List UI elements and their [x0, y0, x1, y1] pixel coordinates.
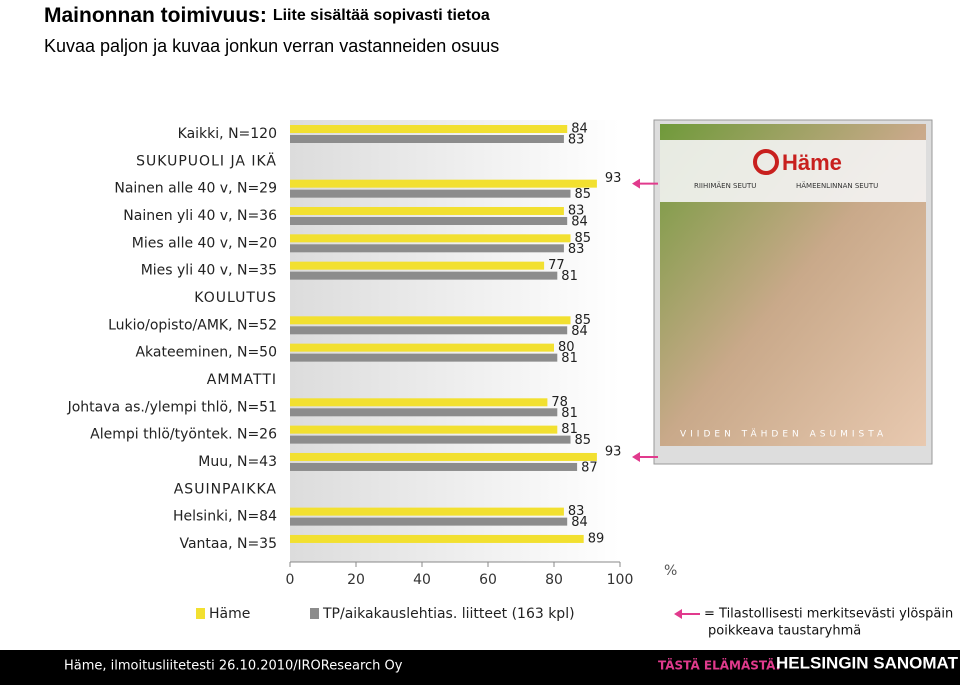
y-tick-label: SUKUPUOLI JA IKÄ: [136, 151, 277, 169]
value-label: 81: [561, 422, 578, 437]
bar: [290, 435, 571, 444]
bar: [290, 271, 558, 280]
x-tick-label: 20: [347, 572, 365, 588]
title: Mainonnan toimivuus: Liite sisältää sopiv…: [44, 4, 490, 27]
value-label: 81: [561, 406, 578, 421]
significance-arrow-head: [632, 451, 640, 462]
value-label: 84: [571, 214, 588, 229]
legend-note: = Tilastollisesti merkitsevästi ylöspäin: [704, 607, 953, 622]
x-tick-label: 40: [413, 572, 431, 588]
value-label: 78: [551, 395, 568, 410]
y-tick-label: Nainen alle 40 v, N=29: [114, 181, 277, 197]
bar: [290, 234, 571, 243]
y-tick-label: Helsinki, N=84: [173, 509, 277, 525]
y-tick-label: Akateeminen, N=50: [135, 345, 277, 361]
bar: [290, 316, 571, 325]
cover-tagline: VIIDEN TÄHDEN ASUMISTA: [680, 429, 887, 440]
significance-arrow-head: [632, 178, 640, 189]
value-label: 84: [571, 122, 588, 137]
value-label: 83: [568, 504, 585, 519]
legend-note: poikkeava taustaryhmä: [708, 624, 861, 639]
bar: [290, 353, 558, 362]
y-tick-label: ASUINPAIKKA: [174, 481, 277, 497]
footer-band: [0, 650, 960, 685]
bar: [290, 125, 568, 133]
value-label: 85: [575, 231, 592, 246]
brand: HELSINGIN SANOMAT: [776, 653, 959, 672]
value-label: 84: [571, 324, 588, 339]
value-label: 83: [568, 242, 585, 257]
value-label: 80: [558, 340, 575, 355]
cover-band: [660, 140, 926, 202]
y-tick-label: KOULUTUS: [194, 290, 277, 306]
y-tick-label: Vantaa, N=35: [179, 536, 277, 552]
value-label: 81: [561, 269, 578, 284]
subtitle: Kuvaa paljon ja kuvaa jonkun verran vast…: [44, 36, 499, 56]
y-tick-label: Alempi thlö/työntek. N=26: [90, 427, 277, 443]
value-label: 77: [548, 258, 565, 273]
bar: [290, 517, 568, 526]
bar: [290, 534, 584, 543]
legend-swatch: [310, 608, 319, 619]
bar: [290, 179, 597, 188]
legend-label: Häme: [209, 606, 250, 622]
value-label: 87: [581, 460, 598, 475]
bar: [290, 216, 568, 225]
bar: [290, 425, 558, 434]
brand-slogan: TÄSTÄ ELÄMÄSTÄ.: [658, 658, 780, 673]
bar: [290, 206, 564, 215]
x-tick-label: 100: [607, 572, 634, 588]
x-tick-label: 80: [545, 572, 563, 588]
value-label: 93: [605, 444, 622, 459]
bar: [290, 326, 568, 335]
cover-region: RIIHIMÄEN SEUTU: [694, 181, 756, 190]
x-tick-label: 0: [286, 572, 295, 588]
bar: [290, 261, 545, 270]
x-axis-label: %: [664, 563, 677, 579]
title-main: Mainonnan toimivuus:: [44, 4, 267, 27]
y-tick-label: Johtava as./ylempi thlö, N=51: [67, 399, 277, 415]
bar: [290, 408, 558, 417]
legend-arrow-head: [674, 609, 682, 619]
value-label: 85: [575, 313, 592, 328]
y-tick-label: Kaikki, N=120: [178, 126, 277, 142]
value-label: 83: [568, 203, 585, 218]
value-label: 85: [575, 433, 592, 448]
y-tick-label: Lukio/opisto/AMK, N=52: [108, 317, 277, 333]
cover: Häme RIIHIMÄEN SEUTU HÄMEENLINNAN SEUTU …: [653, 119, 933, 465]
y-tick-label: Mies yli 40 v, N=35: [141, 263, 277, 279]
value-label: 84: [571, 515, 588, 530]
y-tick-label: Nainen yli 40 v, N=36: [123, 208, 277, 224]
y-tick-label: Mies alle 40 v, N=20: [132, 235, 277, 251]
y-tick-label: Muu, N=43: [198, 454, 277, 470]
legend-label: TP/aikakauslehtias. liitteet (163 kpl): [322, 606, 575, 622]
footer: Häme, ilmoitusliitetesti 26.10.2010/IROR…: [64, 659, 403, 674]
bar: [290, 135, 564, 143]
bar: [290, 343, 554, 352]
bar: [290, 507, 564, 516]
cover-logo: Häme: [782, 150, 842, 175]
value-label: 93: [605, 171, 622, 186]
cover-region: HÄMEENLINNAN SEUTU: [796, 181, 878, 190]
x-tick-label: 60: [479, 572, 497, 588]
y-tick-label: AMMATTI: [207, 372, 277, 388]
bar: [290, 244, 564, 253]
legend-swatch: [196, 608, 205, 619]
value-label: 89: [588, 531, 605, 546]
cover-logo-mark: [753, 149, 779, 175]
title-suffix: Liite sisältää sopivasti tietoa: [273, 7, 490, 24]
value-label: 83: [568, 133, 585, 148]
bar: [290, 398, 548, 407]
bar: [290, 462, 578, 471]
value-label: 85: [575, 187, 592, 202]
bar: [290, 189, 571, 198]
value-label: 81: [561, 351, 578, 366]
bar: [290, 452, 597, 461]
